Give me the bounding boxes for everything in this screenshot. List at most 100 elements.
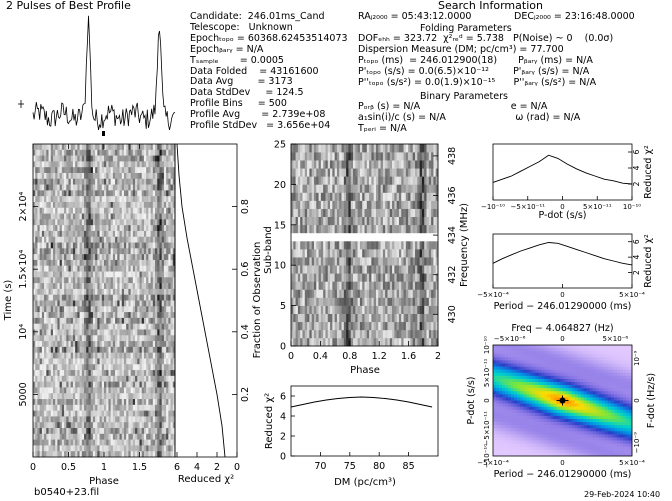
heat-cell [168, 259, 171, 267]
heat-cell [152, 300, 156, 307]
heat-cell [403, 297, 407, 306]
heat-cell [307, 200, 310, 209]
heat-cell [396, 192, 400, 201]
heat-cell [81, 404, 85, 411]
heat-cell [106, 399, 109, 406]
heat-cell [101, 352, 105, 359]
heat-cell [410, 192, 414, 201]
heat-cell [48, 230, 52, 238]
heat-cell [75, 167, 78, 174]
heat-cell [81, 300, 85, 307]
heat-cell [143, 219, 147, 226]
heat-cell [128, 387, 131, 394]
heat-cell [385, 329, 388, 339]
heat-cell [84, 404, 87, 411]
heat-cell [101, 172, 105, 180]
heat-cell [35, 219, 38, 226]
heat-cell [309, 240, 312, 250]
heat-cell [61, 439, 65, 446]
heat-cell [297, 168, 301, 177]
heat-cell [166, 399, 169, 406]
heat-cell [293, 216, 296, 226]
heat-cell [48, 161, 52, 168]
heat-cell [39, 190, 43, 197]
heat-cell [157, 387, 160, 394]
heat-cell [88, 381, 91, 388]
heat-cell [330, 224, 333, 234]
heat-cell [77, 410, 80, 417]
heat-cell [161, 358, 165, 365]
heat-cell [396, 321, 400, 331]
heat-cell [95, 213, 98, 220]
x-tick-label: 0 [30, 462, 36, 473]
heat-cell [106, 346, 109, 353]
heat-cell [355, 313, 358, 323]
heat-cell [99, 190, 103, 197]
heat-cell [392, 289, 395, 298]
heat-cell [168, 248, 171, 255]
heat-cell [135, 335, 138, 342]
heat-cell [166, 265, 169, 272]
y-tick-label: 0.6 [240, 262, 251, 277]
heat-cell [417, 297, 420, 306]
heat-cell [101, 288, 105, 296]
heat-cell [59, 167, 63, 174]
heat-cell [159, 248, 162, 255]
heat-cell [135, 277, 138, 284]
heat-cell [320, 200, 324, 209]
heat-cell [50, 329, 54, 336]
heat-cell [104, 358, 107, 365]
heat-cell [92, 375, 96, 382]
heat-cell [373, 321, 377, 331]
heat-cell [139, 410, 143, 417]
heat-cell [168, 254, 171, 261]
heat-cell [64, 451, 67, 458]
heat-cell [431, 192, 434, 201]
heat-cell [336, 184, 340, 193]
heat-cell [170, 236, 174, 243]
heat-cell [132, 387, 136, 394]
heat-cell [61, 167, 65, 174]
heat-cell [316, 281, 319, 290]
heat-cell [86, 375, 89, 382]
heat-cell [132, 323, 136, 330]
heat-cell [50, 242, 54, 249]
heat-cell [375, 176, 379, 185]
heat-cell [97, 254, 100, 261]
heat-cell [126, 364, 129, 371]
heat-cell [97, 300, 100, 307]
heat-cell [81, 393, 85, 400]
heat-cell [130, 149, 134, 156]
heat-cell [163, 358, 167, 365]
heat-cell [139, 341, 143, 348]
heat-cell [117, 439, 120, 446]
heat-cell [86, 433, 89, 440]
heat-cell [86, 387, 89, 394]
heat-cell [117, 381, 120, 388]
heat-cell [68, 259, 72, 267]
heat-cell [39, 387, 43, 394]
heat-cell [163, 201, 167, 209]
heat-cell [421, 265, 425, 274]
heat-cell [123, 271, 127, 278]
heat-cell [88, 213, 91, 220]
heat-cell [137, 172, 140, 180]
heat-cell [387, 224, 391, 234]
heat-cell [135, 294, 138, 301]
heat-cell [170, 399, 174, 406]
heat-cell [112, 404, 116, 411]
heat-cell [106, 219, 109, 226]
heat-cell [50, 155, 54, 162]
heat-cell [146, 213, 149, 220]
heat-cell [37, 161, 40, 168]
heat-cell [419, 329, 423, 339]
heat-cell [92, 190, 96, 197]
heat-cell [59, 329, 63, 336]
heat-cell [50, 213, 54, 220]
heat-cell [33, 404, 36, 411]
heat-cell [70, 300, 74, 307]
heat-cell [95, 225, 98, 232]
heat-cell [33, 341, 36, 348]
heat-cell [88, 283, 91, 290]
heat-cell [66, 341, 69, 348]
